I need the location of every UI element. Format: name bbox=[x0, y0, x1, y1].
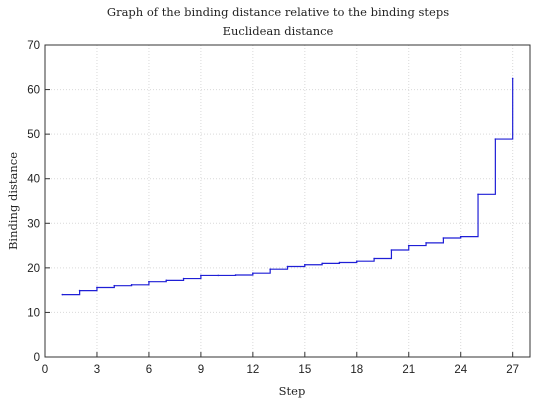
data-point bbox=[78, 289, 81, 292]
data-point bbox=[338, 261, 341, 264]
data-point bbox=[96, 286, 98, 289]
data-point bbox=[252, 272, 254, 275]
chart-title: Graph of the binding distance relative t… bbox=[107, 5, 449, 19]
data-point bbox=[459, 235, 462, 238]
data-point bbox=[425, 242, 427, 244]
y-tick-label: 10 bbox=[27, 307, 40, 319]
data-point bbox=[148, 280, 150, 283]
data-point bbox=[61, 293, 64, 296]
data-point bbox=[113, 284, 116, 287]
x-tick-label: 3 bbox=[94, 364, 100, 376]
data-point bbox=[477, 193, 479, 196]
chart-subtitle: Euclidean distance bbox=[223, 24, 334, 38]
x-tick-label: 6 bbox=[146, 364, 152, 376]
data-point bbox=[511, 77, 514, 80]
data-point bbox=[165, 279, 168, 282]
y-tick-label: 50 bbox=[27, 129, 40, 141]
data-point bbox=[234, 274, 237, 276]
plot-frame bbox=[44, 44, 531, 358]
x-tick-label: 0 bbox=[42, 364, 48, 376]
data-point bbox=[355, 260, 358, 262]
x-tick-label: 12 bbox=[246, 364, 259, 376]
x-tick-label: 24 bbox=[454, 364, 467, 376]
y-axis-label: Binding distance bbox=[6, 152, 20, 250]
data-point bbox=[390, 249, 393, 251]
data-point bbox=[200, 274, 202, 277]
y-tick-label: 70 bbox=[27, 40, 40, 52]
data-point bbox=[182, 277, 185, 280]
data-point bbox=[373, 257, 375, 260]
data-point bbox=[494, 138, 497, 140]
axis-ticks: 0 3 6 9 12 15 18 21 24 27 0 10 20 30 40 50 60 70 bbox=[27, 40, 519, 376]
data-point bbox=[130, 283, 133, 286]
y-tick-label: 0 bbox=[34, 352, 40, 364]
y-tick-label: 30 bbox=[27, 218, 40, 230]
y-tick-label: 60 bbox=[27, 85, 40, 97]
x-tick-label: 21 bbox=[402, 364, 415, 376]
y-tick-label: 40 bbox=[27, 174, 40, 186]
x-tick-label: 15 bbox=[298, 364, 311, 376]
data-point bbox=[442, 237, 445, 239]
x-tick-label: 9 bbox=[198, 364, 204, 376]
data-point bbox=[269, 268, 271, 270]
series-group bbox=[61, 77, 514, 296]
x-tick-label: 27 bbox=[506, 364, 519, 376]
data-point bbox=[321, 262, 323, 265]
x-axis-label: Step bbox=[279, 384, 306, 398]
grid-lines bbox=[44, 44, 530, 358]
x-tick-label: 18 bbox=[350, 364, 363, 376]
series-line bbox=[62, 78, 514, 296]
data-point bbox=[304, 263, 306, 266]
data-point bbox=[217, 274, 220, 277]
data-point bbox=[407, 244, 410, 247]
y-tick-label: 20 bbox=[27, 263, 40, 275]
data-point bbox=[286, 265, 289, 268]
